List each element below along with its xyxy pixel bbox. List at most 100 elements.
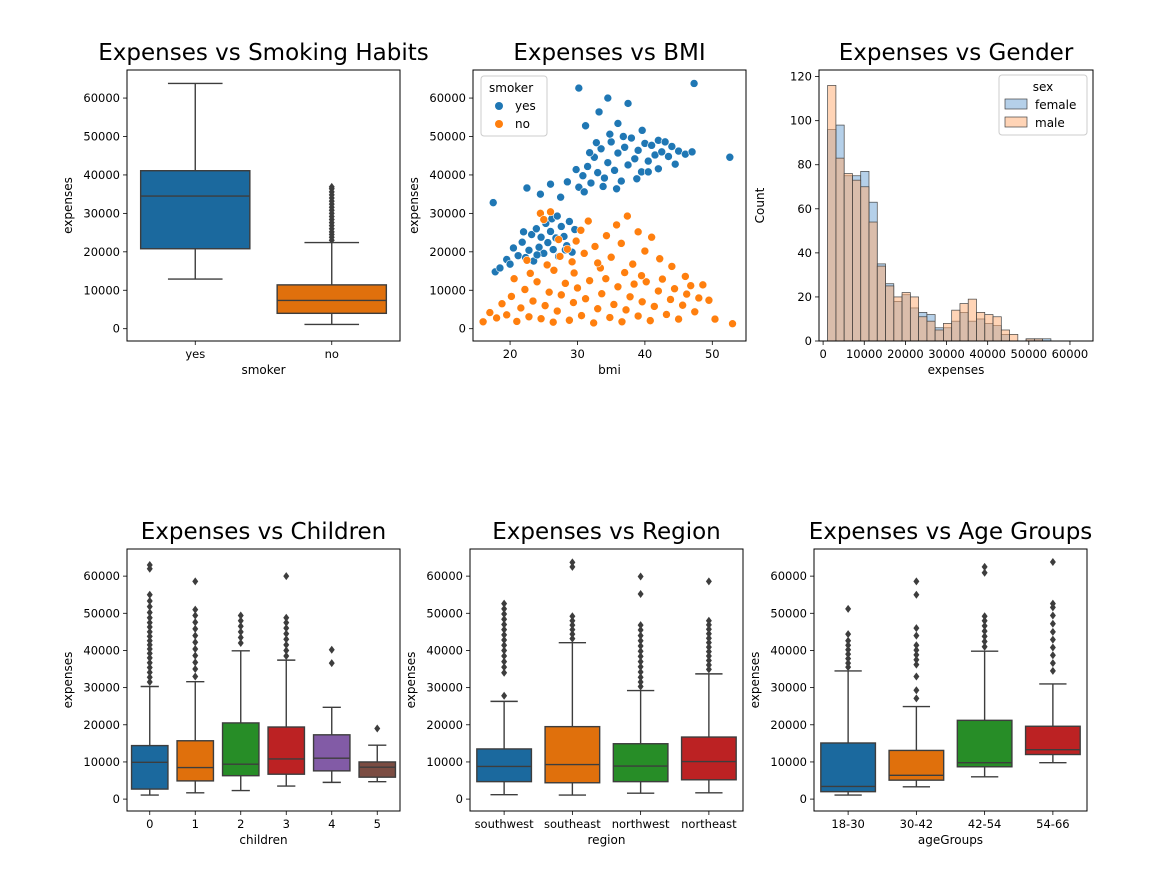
scatter-point (548, 245, 558, 254)
outlier-marker (637, 621, 644, 630)
outlier-marker (146, 597, 153, 606)
outlier-marker (1049, 651, 1056, 660)
box-3 (267, 572, 306, 787)
outlier-marker (192, 658, 199, 667)
y-tick-label: 20000 (83, 718, 120, 732)
y-tick-label: 10000 (429, 283, 466, 297)
scatter-point (539, 215, 549, 224)
outlier-marker (705, 634, 712, 643)
box-iqr (544, 725, 601, 784)
y-tick-label: 0 (800, 792, 807, 806)
outlier-marker (705, 660, 712, 669)
scatter-point (577, 311, 586, 320)
y-tick-label: 40000 (83, 643, 120, 657)
outlier-marker (501, 657, 508, 666)
x-tick-label: 30000 (928, 347, 965, 361)
outlier-marker (146, 627, 153, 636)
scatter-point (532, 224, 541, 234)
outlier-marker (374, 724, 381, 733)
outlier-marker (283, 624, 290, 633)
scatter-point (532, 277, 542, 287)
y-tick-label: 100 (790, 114, 812, 128)
x-tick-label: 3 (283, 817, 290, 831)
box-iqr (358, 761, 397, 778)
scatter-point (667, 262, 677, 271)
scatter-point (542, 260, 552, 270)
box-18-30 (820, 604, 877, 796)
scatter-point (710, 314, 720, 324)
outlier-marker (913, 631, 920, 640)
scatter-point (594, 107, 604, 117)
y-tick-label: 10000 (83, 755, 120, 769)
box-42-54 (956, 562, 1013, 778)
scatter-point (583, 216, 593, 226)
outlier-marker (501, 625, 508, 634)
scatter-point (497, 299, 507, 309)
y-tick-label: 60000 (426, 569, 463, 583)
chart-title: Expenses vs Age Groups (809, 519, 1093, 545)
scatter-point (609, 300, 619, 309)
box-iqr (221, 722, 260, 777)
y-tick-label: 50000 (426, 606, 463, 620)
y-tick-label: 60 (797, 202, 812, 216)
outlier-marker (1049, 635, 1056, 644)
chart-title: Expenses vs Smoking Habits (98, 40, 428, 66)
y-tick-label: 50000 (83, 130, 120, 144)
scatter-point (617, 317, 627, 327)
outlier-marker (237, 611, 244, 620)
outlier-marker (1049, 599, 1056, 608)
box-southwest (476, 599, 533, 796)
outlier-marker (283, 572, 290, 581)
scatter-point (517, 237, 527, 247)
scatter-point (600, 173, 609, 183)
scatter-point (585, 276, 594, 285)
outlier-marker (501, 630, 508, 639)
scatter-point (597, 289, 607, 299)
scatter-point (525, 269, 535, 278)
box-5 (358, 724, 397, 783)
chart-title: Expenses vs Gender (839, 40, 1074, 66)
outlier-marker (981, 568, 988, 577)
outlier-marker (501, 615, 508, 624)
scatter-point (546, 207, 555, 217)
hist-male (827, 85, 1043, 342)
outlier-marker (328, 659, 335, 668)
x-tick-label: 40000 (969, 347, 1006, 361)
outlier-marker (569, 558, 576, 567)
chart-region: Expenses vs Region 0 10000 20000 30000 40000 5… (404, 519, 744, 847)
outlier-marker (283, 640, 290, 649)
outlier-marker (637, 657, 644, 666)
scatter-point (556, 192, 565, 202)
scatter-point (532, 250, 542, 260)
x-tick-label: 40 (638, 347, 653, 361)
outlier-marker (637, 641, 644, 650)
outlier-marker (146, 623, 153, 632)
outlier-marker (501, 636, 508, 645)
outlier-marker (192, 618, 199, 627)
outlier-marker (146, 663, 153, 672)
legend-title: smoker (489, 81, 533, 95)
outlier-marker (569, 562, 576, 571)
outlier-marker (913, 646, 920, 655)
outlier-marker (283, 652, 290, 661)
axes-frame (813, 548, 1088, 812)
x-tick-label: 18-30 (831, 817, 864, 831)
scatter-point (569, 268, 579, 278)
scatter-point (606, 252, 616, 262)
y-axis-label: Count (753, 187, 767, 223)
y-tick-label: 20000 (770, 718, 807, 732)
scatter-point (678, 300, 687, 310)
scatter-point (603, 93, 613, 103)
outlier-marker (637, 626, 644, 635)
scatter-point (589, 318, 598, 328)
x-tick-label: 2 (237, 817, 244, 831)
outlier-marker (705, 656, 712, 665)
scatter-point (613, 148, 623, 158)
outlier-marker (501, 620, 508, 629)
outlier-marker (569, 612, 576, 621)
scatter-point (520, 285, 530, 294)
y-tick-label: 80 (797, 158, 812, 172)
outlier-marker (981, 562, 988, 571)
scatter-point (650, 302, 659, 311)
scatter-point (536, 232, 546, 242)
